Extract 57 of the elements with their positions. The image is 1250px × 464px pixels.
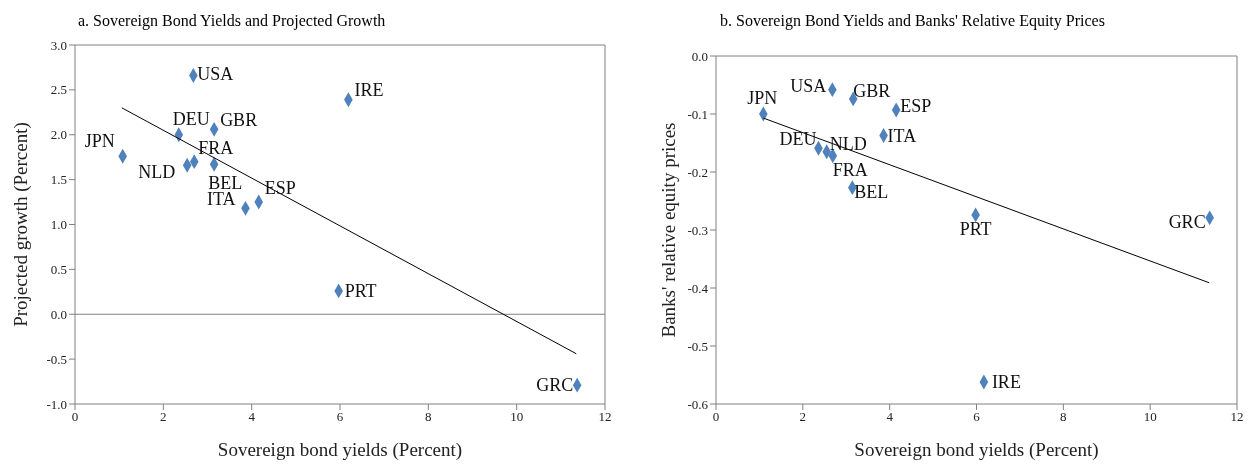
- x-tick-label: 0: [712, 409, 720, 425]
- x-tick-label: 4: [248, 409, 256, 425]
- annotation: PRT: [344, 281, 377, 302]
- x-tick-label: 2: [799, 409, 807, 425]
- y-tick-label: 1.0: [50, 217, 67, 233]
- x-tick-label: 10: [1143, 409, 1157, 425]
- annotation: GRC: [1168, 212, 1206, 233]
- annotation: GBR: [853, 81, 891, 102]
- y-tick-label: 2.5: [50, 82, 67, 98]
- x-tick-label: 10: [510, 409, 524, 425]
- x-tick-label: 12: [598, 409, 612, 425]
- y-tick-label: -0.3: [687, 222, 708, 238]
- annotation: JPN: [84, 130, 115, 151]
- y-tick-label: -0.5: [687, 338, 708, 354]
- x-axis-title: Sovereign bond yields (Percent): [217, 439, 463, 461]
- y-tick-label: -0.5: [46, 351, 67, 367]
- y-axis-title: Projected growth (Percent): [9, 122, 32, 327]
- annotation: JPN: [747, 88, 778, 109]
- y-tick-label: -1.0: [46, 396, 67, 412]
- annotation: PRT: [959, 219, 992, 240]
- x-tick-label: 8: [425, 409, 432, 425]
- x-axis-title: Sovereign bond yields (Percent): [854, 439, 1099, 461]
- annotation: ITA: [887, 125, 917, 146]
- y-tick-label: 3.0: [50, 37, 67, 53]
- x-tick-label: 12: [1230, 409, 1244, 425]
- annotation: GBR: [220, 109, 258, 130]
- y-tick-label: -0.6: [687, 396, 709, 412]
- annotation: ESP: [900, 96, 932, 117]
- y-tick-label: -0.1: [687, 106, 708, 122]
- annotation: NLD: [829, 134, 867, 154]
- x-tick-label: 8: [1060, 409, 1067, 425]
- y-tick-label: -0.4: [687, 280, 709, 296]
- annotation: DEU: [779, 128, 817, 149]
- y-tick-label: 0.0: [691, 48, 708, 64]
- y-tick-label: 1.5: [50, 172, 67, 188]
- annotation: BEL: [854, 181, 889, 202]
- y-tick-label: 2.0: [50, 127, 67, 143]
- annotation: NLD: [138, 161, 176, 182]
- x-tick-label: 6: [973, 409, 981, 425]
- y-tick-label: 0.0: [50, 306, 67, 322]
- annotation: IRE: [354, 80, 384, 101]
- x-tick-label: 4: [886, 409, 894, 425]
- x-tick-label: 0: [71, 409, 79, 425]
- annotation: DEU: [172, 109, 210, 130]
- annotation: USA: [197, 63, 234, 84]
- x-tick-label: 6: [336, 409, 344, 425]
- chart-title: a. Sovereign Bond Yields and Projected Growth: [78, 12, 386, 30]
- y-axis-title: Banks' relative equity prices: [657, 122, 679, 338]
- annotation: USA: [790, 75, 827, 96]
- y-tick-label: -0.2: [687, 164, 708, 180]
- annotation: FRA: [832, 160, 868, 181]
- chart-title: b. Sovereign Bond Yields and Banks' Relative Equity Prices: [720, 12, 1105, 30]
- annotation: GRC: [536, 375, 574, 396]
- y-tick-label: 0.5: [50, 261, 67, 277]
- x-tick-label: 2: [160, 409, 167, 425]
- annotation: FRA: [198, 137, 234, 158]
- annotation: IRE: [991, 372, 1021, 393]
